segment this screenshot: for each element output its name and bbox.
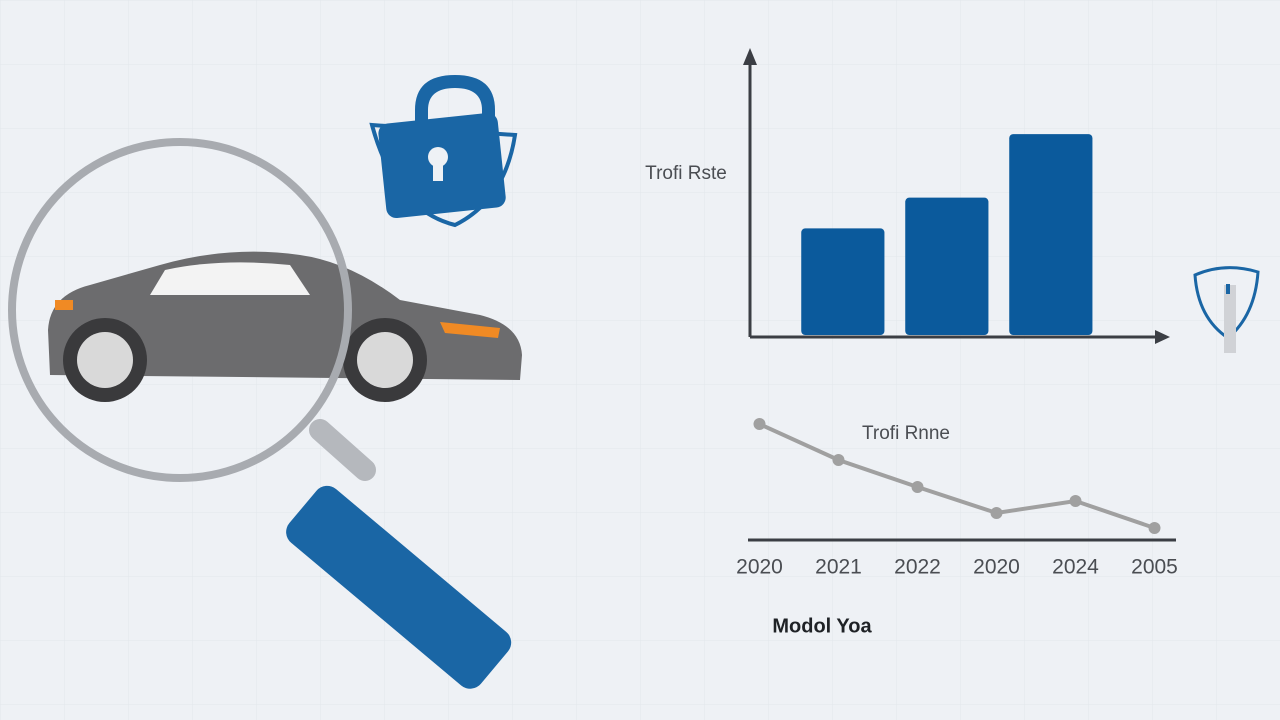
x-tick-label: 2024 — [1052, 556, 1099, 579]
car — [48, 251, 522, 402]
point — [753, 418, 766, 430]
point — [1148, 522, 1161, 534]
bar — [905, 197, 989, 335]
line — [758, 422, 1156, 530]
point — [1069, 495, 1082, 507]
x-tick-label: 2021 — [815, 556, 862, 579]
shield-icon — [1193, 266, 1260, 353]
magnifier — [8, 138, 522, 689]
x-tick-label: 2020 — [736, 556, 783, 579]
y-axis-label: Trofi Rste — [645, 163, 727, 184]
point — [911, 481, 924, 493]
point — [832, 454, 845, 466]
x-tick-label: 2022 — [894, 556, 941, 579]
bar — [1009, 134, 1093, 335]
x-tick-label: 2020 — [973, 556, 1020, 579]
bar-axes — [743, 48, 1170, 344]
x-axis-label: Modol Yoa — [772, 615, 872, 637]
chart-title: Trofi Rnne — [862, 423, 950, 444]
lock-icon — [369, 75, 518, 228]
x-tick-label: 2005 — [1131, 556, 1178, 579]
point — [990, 507, 1003, 519]
bar — [801, 228, 885, 335]
